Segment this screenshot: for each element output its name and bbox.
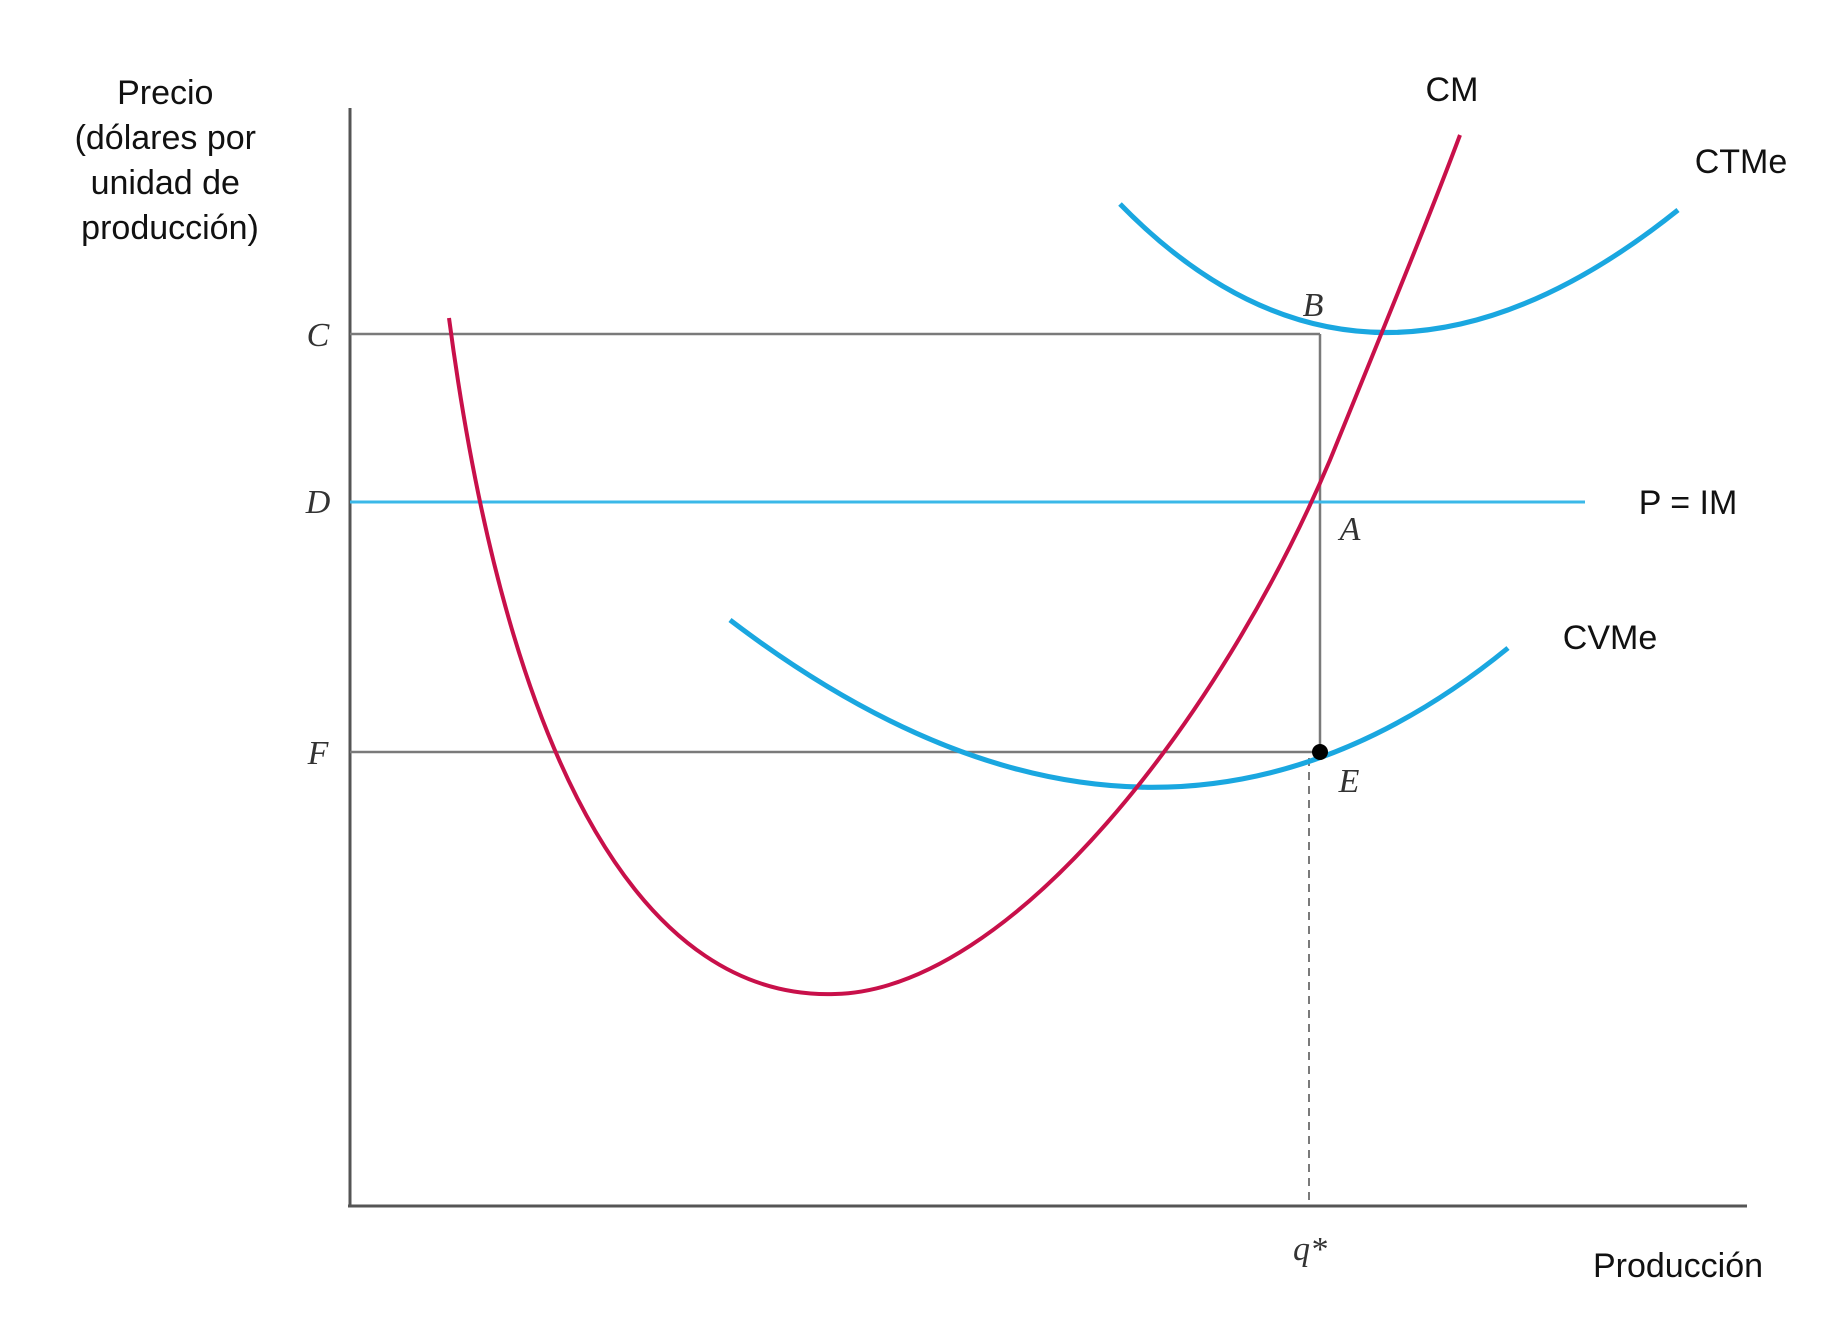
y-axis-title-line-4: producción) — [81, 209, 259, 247]
y-axis-title-line-3: unidad de — [91, 164, 240, 202]
point-a-label: A — [1338, 511, 1361, 548]
cvme-curve — [728, 618, 1510, 790]
cvme-label: CVMe — [1563, 619, 1657, 657]
cm-label: CM — [1426, 71, 1479, 109]
y-axis-title: Precio (dólares por unidad de producción… — [75, 74, 266, 247]
point-e-marker — [1312, 744, 1328, 760]
y-tick-d: D — [305, 484, 331, 521]
y-axis-title-line-2: (dólares por — [75, 119, 256, 157]
point-b-label: B — [1303, 287, 1324, 324]
y-axis-title-line-1: Precio — [117, 74, 213, 112]
x-axis-title: Producción — [1593, 1247, 1763, 1285]
ctme-label: CTMe — [1695, 143, 1788, 181]
x-tick-q: q* — [1293, 1231, 1327, 1268]
cm-curve — [447, 134, 1462, 997]
ctme-curve — [1118, 202, 1680, 335]
p-im-label: P = IM — [1639, 484, 1738, 522]
y-tick-f: F — [307, 735, 330, 772]
point-e-label: E — [1338, 763, 1360, 800]
y-tick-c: C — [307, 317, 330, 354]
